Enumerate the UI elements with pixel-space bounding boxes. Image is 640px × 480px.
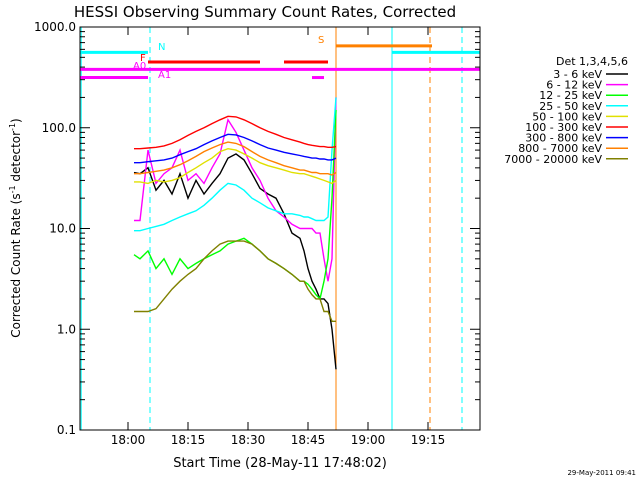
plot-area: N FA0 A1 S bbox=[80, 27, 480, 430]
x-axis: 18:00 18:15 18:30 18:45 19:00 19:15 bbox=[111, 27, 446, 447]
flag-label-s: S bbox=[318, 35, 324, 46]
x-tick-label-3: 18:45 bbox=[291, 433, 326, 447]
y-tick-label-0: 0.1 bbox=[57, 423, 76, 437]
date-stamp: 29-May-2011 09:41 bbox=[567, 469, 636, 477]
chart-title: HESSI Observing Summary Count Rates, Cor… bbox=[74, 3, 456, 21]
legend-label-8: 7000 - 20000 keV bbox=[504, 153, 602, 166]
y-axis-label-main: Corrected Count Rate (s bbox=[9, 193, 23, 337]
plot-frame bbox=[79, 26, 481, 431]
y-axis-label-mid: detector bbox=[9, 131, 23, 186]
flag-label-a1: A1 bbox=[158, 70, 171, 81]
flag-label-f: F bbox=[140, 53, 146, 64]
series-line-6 bbox=[134, 133, 337, 164]
legend-label-1: 6 - 12 keV bbox=[546, 79, 602, 92]
series-line-0 bbox=[133, 153, 337, 370]
legend-title: Det 1,3,4,5,6 bbox=[556, 55, 628, 68]
y-tick-label-1: 1.0 bbox=[57, 322, 76, 336]
x-tick-label-5: 19:15 bbox=[411, 433, 446, 447]
flag-label-n: N bbox=[158, 42, 165, 53]
series-line-3 bbox=[134, 97, 337, 232]
y-axis-label-sup2: -1 bbox=[8, 123, 17, 131]
legend-label-4: 50 - 100 keV bbox=[532, 110, 602, 123]
legend-label-0: 3 - 6 keV bbox=[553, 68, 602, 81]
series-line-1 bbox=[134, 97, 337, 282]
legend-label-6: 300 - 800 keV bbox=[525, 132, 602, 145]
y-tick-label-2: 10.0 bbox=[49, 222, 76, 236]
series-line-2 bbox=[133, 109, 337, 301]
y-axis-label-sup1: -1 bbox=[8, 185, 17, 193]
x-tick-label-4: 19:00 bbox=[351, 433, 386, 447]
x-axis-label: Start Time (28-May-11 17:48:02) bbox=[173, 456, 387, 471]
series-line-7 bbox=[134, 141, 337, 176]
series-line-4 bbox=[134, 147, 337, 185]
x-tick-label-1: 18:15 bbox=[171, 433, 206, 447]
series-line-8 bbox=[134, 240, 336, 322]
y-tick-label-3: 100.0 bbox=[42, 121, 76, 135]
legend-label-5: 100 - 300 keV bbox=[525, 121, 602, 134]
y-tick-label-4: 1000.0 bbox=[34, 20, 76, 34]
flag-label-a0: A0 bbox=[133, 61, 146, 72]
y-axis-label: Corrected Count Rate (s-1 detector-1) bbox=[8, 118, 23, 337]
x-tick-label-0: 18:00 bbox=[111, 433, 146, 447]
y-axis-label-end: ) bbox=[9, 118, 23, 123]
legend-label-2: 12 - 25 keV bbox=[539, 89, 602, 102]
x-tick-label-2: 18:30 bbox=[231, 433, 266, 447]
legend-label-7: 800 - 7000 keV bbox=[518, 142, 602, 155]
series-line-5 bbox=[134, 115, 337, 150]
y-axis: 0.1 1.0 10.0 100.0 1000.0 bbox=[34, 20, 480, 437]
legend-label-3: 25 - 50 keV bbox=[539, 100, 602, 113]
